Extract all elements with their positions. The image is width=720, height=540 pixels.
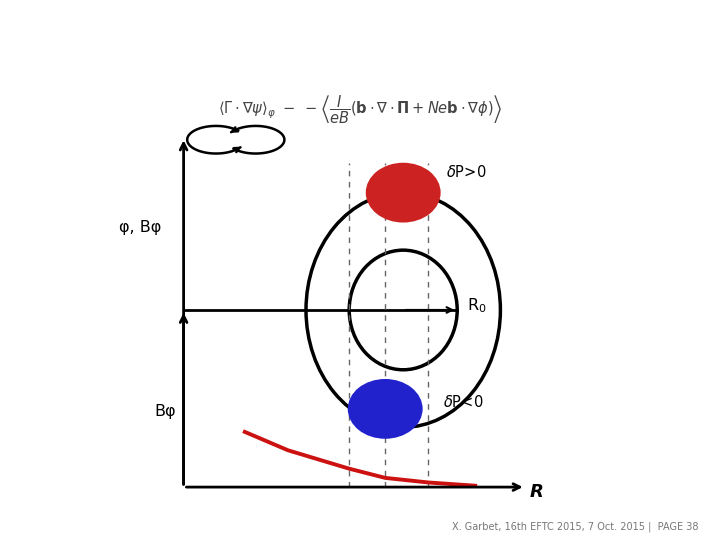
Text: $\langle \Gamma \cdot \nabla\psi \rangle_\varphi \ - \ - \left\langle \dfrac{I}{: $\langle \Gamma \cdot \nabla\psi \rangle… bbox=[217, 93, 503, 126]
Text: R: R bbox=[529, 483, 544, 501]
Text: R$_0$: R$_0$ bbox=[467, 296, 486, 315]
Text: Transverse flux is related to parallel gradients: Transverse flux is related to parallel g… bbox=[126, 29, 689, 49]
Text: $\delta$P<0: $\delta$P<0 bbox=[443, 394, 483, 410]
Text: X. Garbet, 16th EFTC 2015, 7 Oct. 2015 |  PAGE 38: X. Garbet, 16th EFTC 2015, 7 Oct. 2015 |… bbox=[452, 521, 698, 532]
Text: φ, Bφ: φ, Bφ bbox=[119, 220, 161, 235]
Ellipse shape bbox=[348, 379, 423, 439]
Ellipse shape bbox=[366, 163, 441, 222]
Text: Bφ: Bφ bbox=[155, 404, 176, 418]
Text: $\delta$P>0: $\delta$P>0 bbox=[446, 164, 487, 180]
